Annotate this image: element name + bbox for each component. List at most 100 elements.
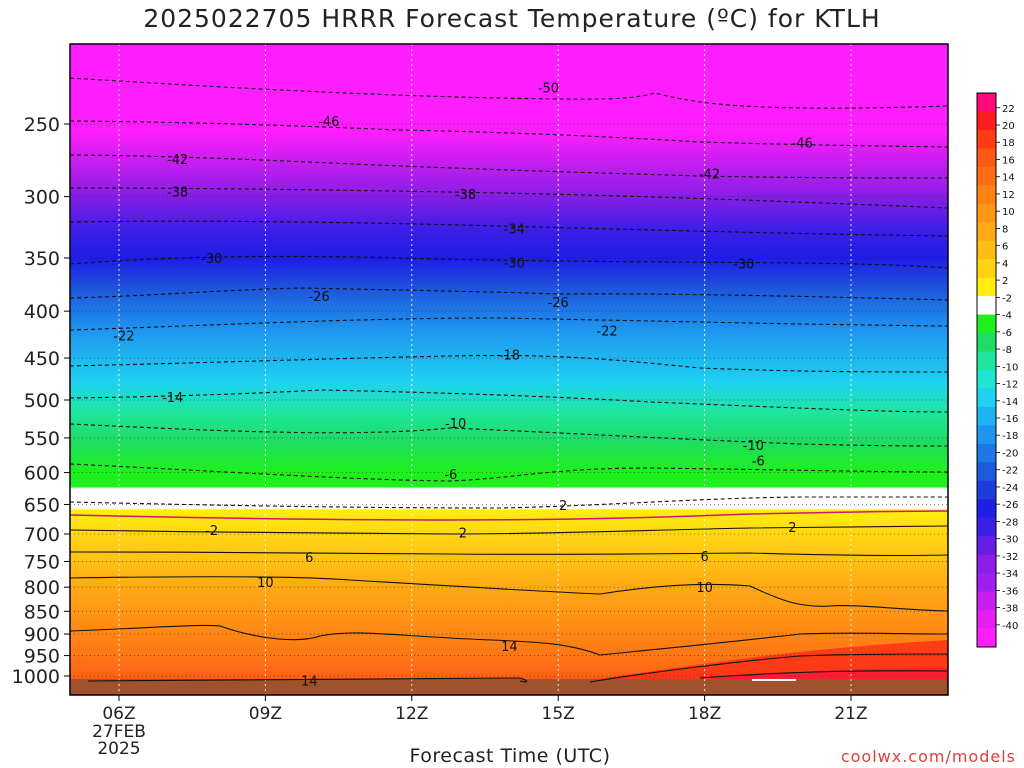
contour-label: -34 [504,222,525,237]
contour-label: -26 [548,296,569,311]
colorbar-swatch [977,573,996,593]
y-tick-label: 800 [24,577,60,599]
y-tick-label: 650 [24,494,60,516]
colorbar-label: 22 [1002,104,1015,115]
colorbar-label: -36 [1002,586,1018,597]
contour-line [70,154,948,179]
colorbar-swatch [977,166,996,186]
y-tick-label: 750 [24,551,60,573]
y-tick-label: 400 [24,301,60,323]
contour-label: -38 [167,185,188,200]
temperature-field [70,44,948,695]
y-axis: 2503003504004505005506006507007508008509… [12,114,70,688]
colorbar-label: -26 [1002,500,1018,511]
colorbar-label: 2 [1002,276,1008,287]
colorbar-swatch [977,203,996,223]
contour-label: -42 [699,167,720,182]
colorbar-swatch [977,129,996,149]
contour-line [70,389,948,413]
x-tick-label: 21Z [834,704,867,724]
contour-label: -46 [792,137,813,152]
contour-label: -22 [596,325,617,340]
colorbar-label: -12 [1002,380,1018,391]
x-axis-label: Forecast Time (UTC) [409,745,611,767]
y-tick-label: 450 [24,348,60,370]
contour-label: -42 [167,153,188,168]
y-tick-label: 700 [24,524,60,546]
colorbar-label: -34 [1002,569,1018,580]
contour-line [70,510,948,521]
y-tick-label: 550 [24,428,60,450]
colorbar-swatch [977,406,996,426]
colorbar-swatch [977,259,996,279]
x-tick-sublabel: 27FEB [92,722,146,742]
credit-link[interactable]: coolwx.com/models [840,747,1016,766]
contour-label: -26 [308,290,329,305]
plot-region: -50-46-46-42-42-38 -38-34-30 -30 -30-26 -26-… [70,44,948,695]
colorbar-label: 20 [1002,121,1015,132]
colorbar-label: 4 [1002,259,1008,270]
contour-lines [70,77,948,683]
colorbar-swatch [977,185,996,205]
contour-label: -30 [504,257,525,272]
colorbar-frame [976,92,997,648]
colorbar-label: -18 [1002,431,1018,442]
contour-label: 6 [700,550,708,565]
y-tick-label: 600 [24,463,60,485]
contour-label: -10 [743,439,764,454]
contour-label: -50 [538,81,559,96]
colorbar-label: -32 [1002,552,1018,563]
colorbar-swatch [977,370,996,389]
colorbar-swatch [977,351,996,371]
contour-label: -22 [113,329,134,344]
colorbar-swatch [977,314,996,334]
x-tick-label: 18Z [688,704,721,724]
colorbar-swatch [977,222,996,242]
colorbar-label: -24 [1002,483,1018,494]
colorbar-label: 6 [1002,242,1008,253]
colorbar-label: -40 [1002,621,1018,632]
contour-line [70,255,948,269]
colorbar-swatch [977,425,996,445]
contour-line [70,624,948,656]
x-tick-label: 12Z [395,704,428,724]
contour-label: -10 [445,417,466,432]
colorbar-swatch [977,148,996,168]
contour-line [70,576,948,612]
colorbar-label: -4 [1002,311,1012,322]
colorbar-swatch [977,591,996,611]
contour-label: -38 [455,188,476,203]
contour-label: -14 [162,391,183,406]
contour-label: -6 [444,468,457,483]
colorbar-swatch [977,93,996,112]
x-tick-sublabel: 2025 [97,739,140,759]
contour-line [87,677,528,683]
colorbar-label: 8 [1002,224,1008,235]
contour-line [70,423,948,447]
y-tick-label: 850 [24,601,60,623]
colorbar-swatch [977,517,996,537]
x-tick-label: 06Z [102,704,135,724]
colorbar-label: -14 [1002,397,1018,408]
plot-frame [69,43,949,696]
contour-line [70,187,948,209]
time-gridlines [118,44,852,695]
colorbar-label: -6 [1002,328,1012,339]
colorbar-label: -8 [1002,345,1012,356]
contour-line [70,220,948,237]
x-tick-label: 09Z [249,704,282,724]
colorbar-label: -28 [1002,517,1018,528]
x-tick-label: 15Z [542,704,575,724]
contour-label: -46 [318,115,339,130]
colorbar-swatch [977,536,996,556]
colorbar-swatch [977,628,996,648]
colorbar-swatch [977,111,996,131]
contour-label: 14 [501,640,518,655]
chart-title: 2025022705 HRRR Forecast Temperature (ºC… [143,4,881,33]
contour-label: -30 [733,258,754,273]
terrain-band [70,679,948,695]
colorbar-label: -16 [1002,414,1018,425]
colorbar-swatch [977,462,996,482]
